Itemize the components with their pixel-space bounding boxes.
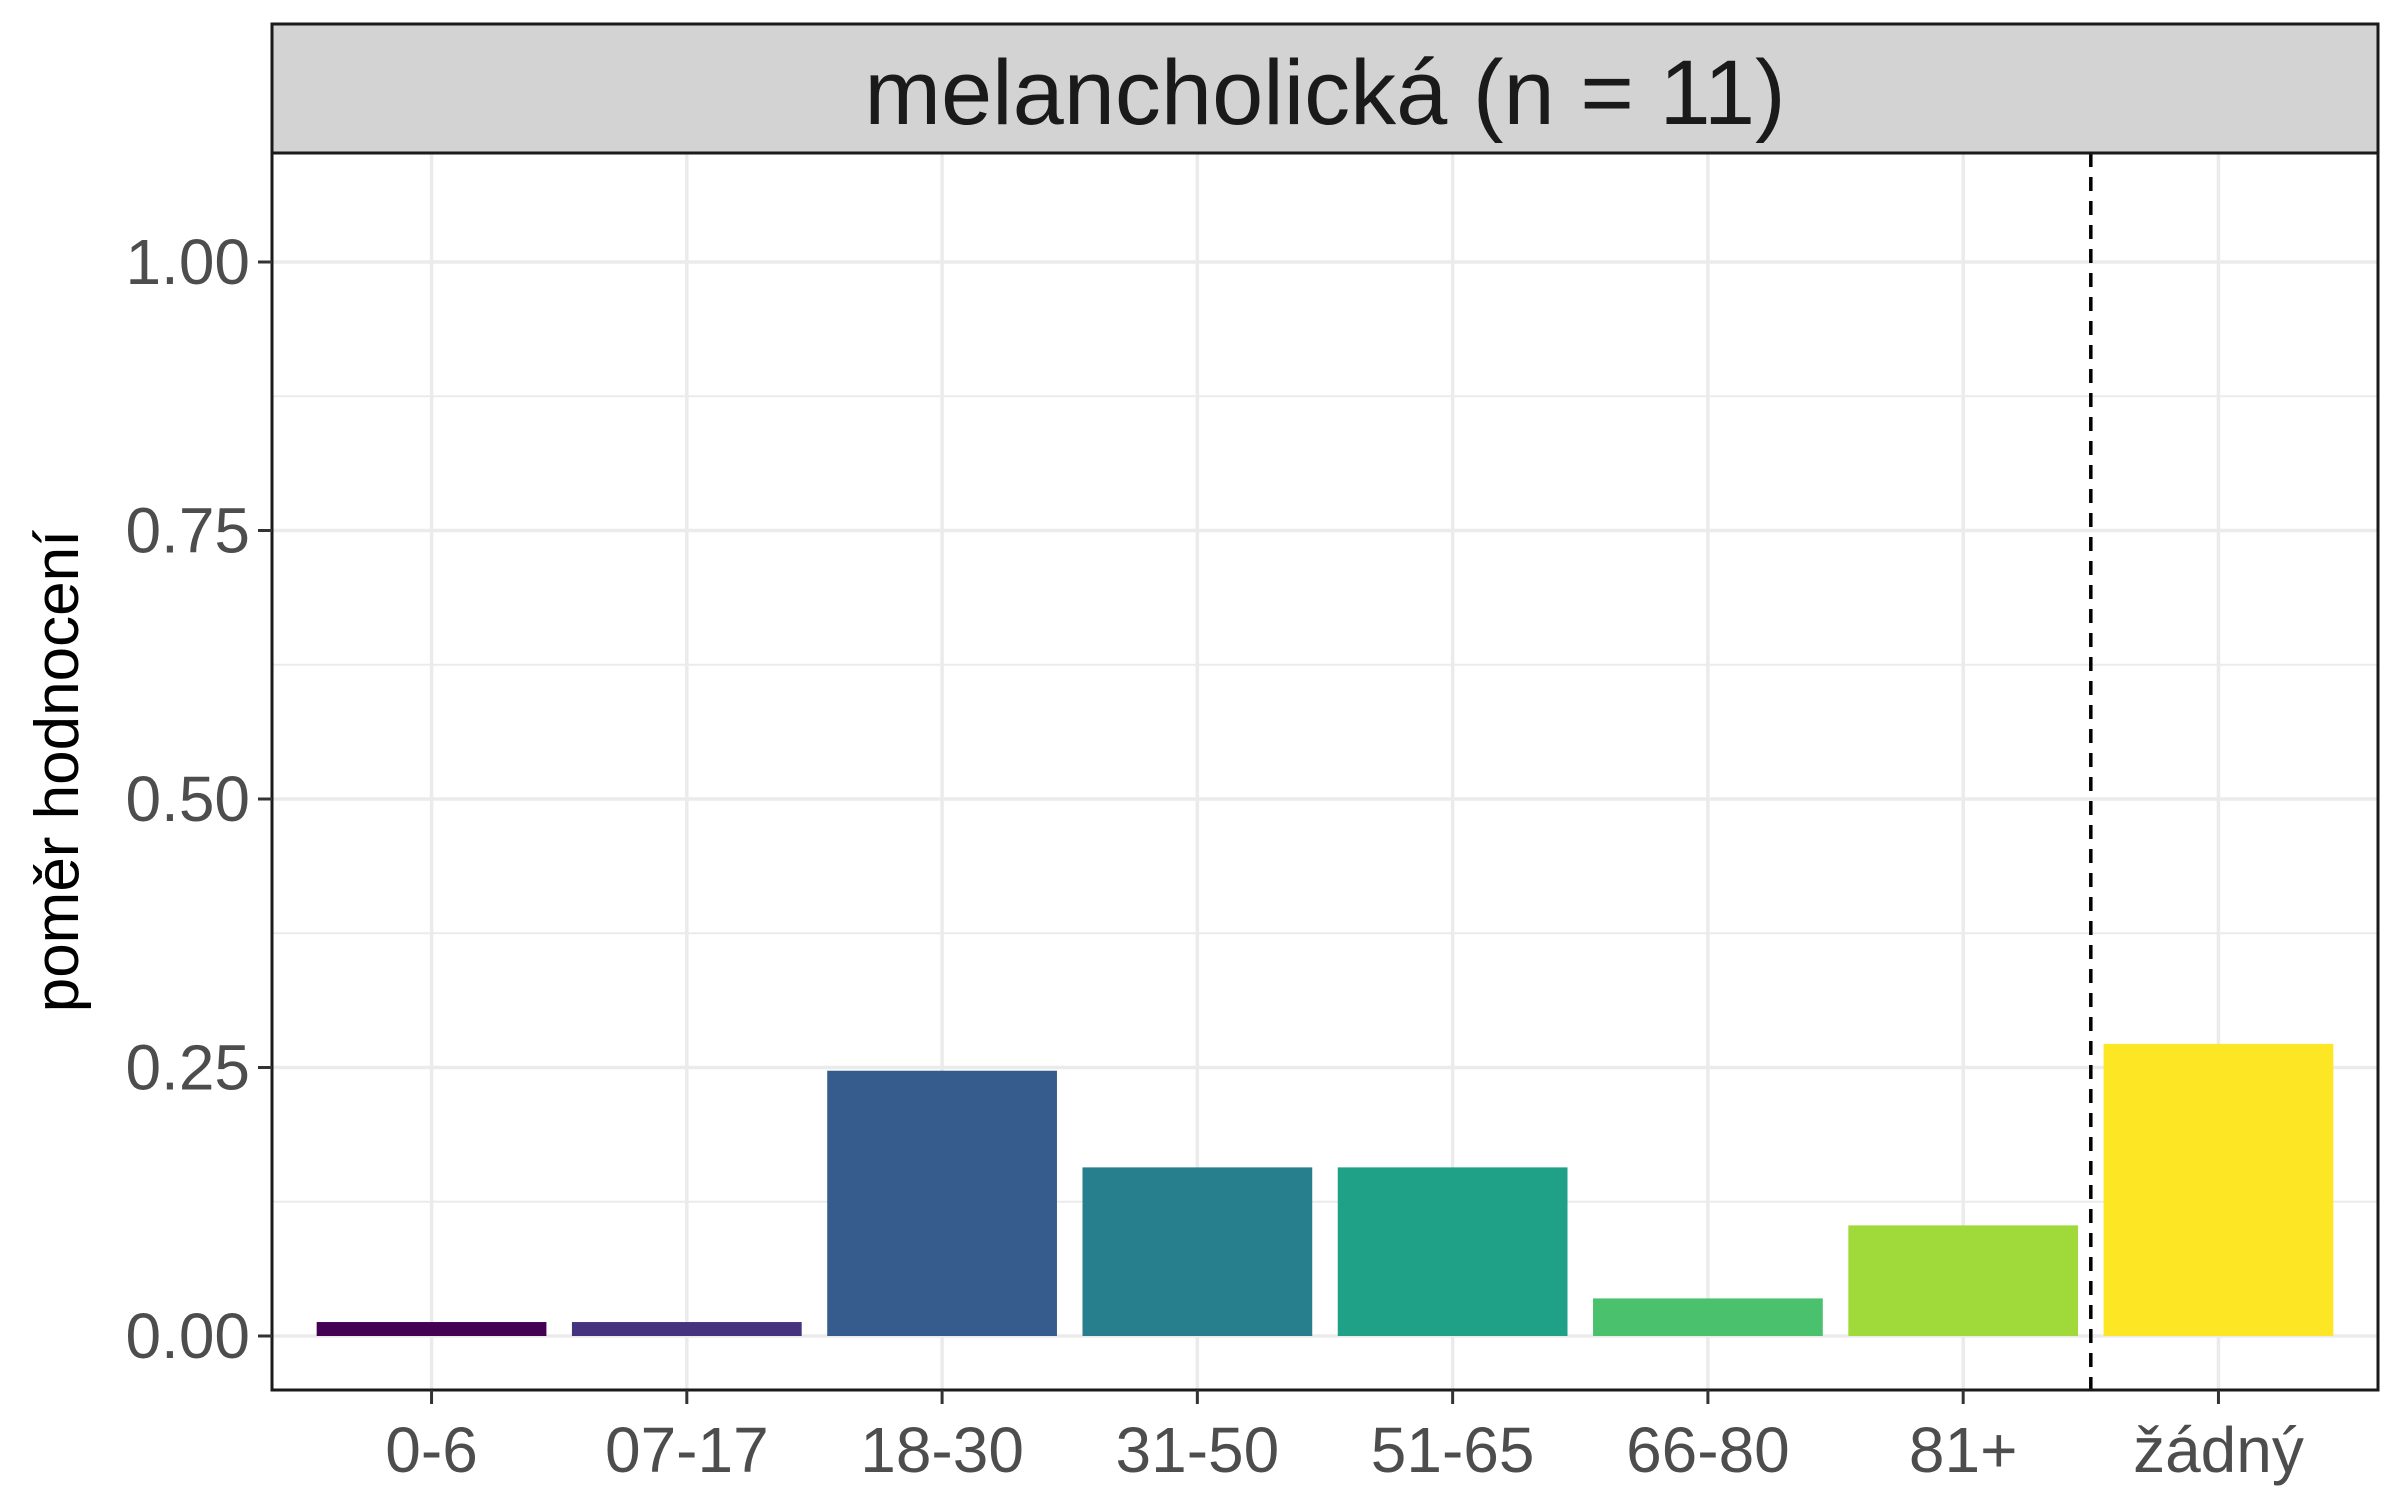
y-tick-label: 1.00: [125, 226, 250, 298]
bars: [316, 1043, 2334, 1336]
bar-51-65: [1337, 1167, 1568, 1336]
bar-81+: [1848, 1225, 2079, 1336]
y-tick-label: 0.00: [125, 1300, 250, 1372]
y-tick-label: 0.75: [125, 495, 250, 567]
bar-18-30: [827, 1070, 1057, 1336]
x-tick-label: 0-6: [385, 1414, 478, 1486]
x-tick-label: žádný: [2133, 1414, 2304, 1486]
plot-panel: [272, 153, 2378, 1390]
x-axis: 0-6 07-17 18-30 31-50 51-65 66-80 81+ žádný: [385, 1390, 2304, 1486]
x-tick-label: 51-65: [1371, 1414, 1535, 1486]
x-tick-label: 81+: [1909, 1414, 2018, 1486]
y-tick-label: 0.50: [125, 763, 250, 835]
plot-panel-border: [270, 151, 2380, 1392]
y-axis: 0.00 0.25 0.50 0.75 1.00: [125, 226, 272, 1372]
bar-31-50: [1082, 1167, 1313, 1336]
bar-žádný: [2103, 1043, 2334, 1336]
facet-title: melancholická (n = 11): [864, 42, 1785, 144]
grid-minor: [272, 395, 2378, 1203]
y-tick-label: 0.25: [125, 1032, 250, 1104]
x-tick-label: 07-17: [605, 1414, 769, 1486]
bar-07-17: [571, 1322, 802, 1336]
bar-0-6: [316, 1322, 547, 1336]
x-tick-label: 66-80: [1626, 1414, 1790, 1486]
x-tick-label: 31-50: [1116, 1414, 1280, 1486]
facet-strip: [270, 22, 2380, 155]
grid-major: [272, 153, 2378, 1390]
y-axis-title: poměr hodnocení: [23, 530, 92, 1013]
x-tick-label: 18-30: [860, 1414, 1024, 1486]
bar-66-80: [1593, 1298, 1823, 1336]
